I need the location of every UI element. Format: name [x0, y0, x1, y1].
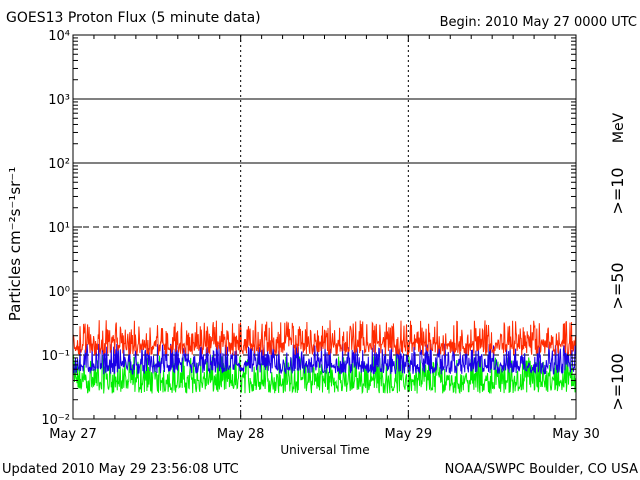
y-tick-label: 10⁻¹ — [41, 349, 70, 364]
y-tick-label: 10⁴ — [48, 29, 70, 44]
y-tick-label: 10⁻² — [41, 413, 70, 428]
updated-timestamp: Updated 2010 May 29 23:56:08 UTC — [2, 462, 239, 477]
series-layer — [72, 320, 577, 395]
x-tick-label: May 28 — [217, 427, 265, 442]
legend-unit-mev: MeV — [611, 112, 627, 143]
y-tick-label: 10³ — [48, 93, 70, 108]
legend-ge100: >=100 — [608, 353, 627, 410]
series-ge100-line — [72, 354, 577, 395]
begin-date: Begin: 2010 May 27 0000 UTC — [440, 15, 637, 30]
chart-title: GOES13 Proton Flux (5 minute data) — [6, 10, 261, 26]
legend-ge10: >=10 — [608, 167, 627, 214]
x-axis-label: Universal Time — [280, 443, 369, 457]
x-tick-label: May 30 — [552, 427, 600, 442]
grid-lines — [73, 98, 576, 356]
x-tick-label: May 27 — [49, 427, 97, 442]
legend-ge50: >=50 — [608, 262, 627, 309]
y-tick-label: 10¹ — [48, 221, 70, 236]
y-tick-label: 10² — [48, 157, 70, 172]
series-ge50-line — [72, 343, 577, 375]
series-ge10-line — [72, 320, 577, 357]
y-tick-label: 10⁰ — [48, 285, 70, 300]
x-tick-label: May 29 — [385, 427, 433, 442]
y-axis-label: Particles cm⁻²s⁻¹sr⁻¹ — [6, 167, 24, 321]
credit-text: NOAA/SWPC Boulder, CO USA — [445, 462, 638, 477]
axes: 10⁻² 10⁻¹ 10⁰ 10¹ 10² 10³ 10⁴ May 27 May 28 May 2… — [41, 29, 599, 442]
